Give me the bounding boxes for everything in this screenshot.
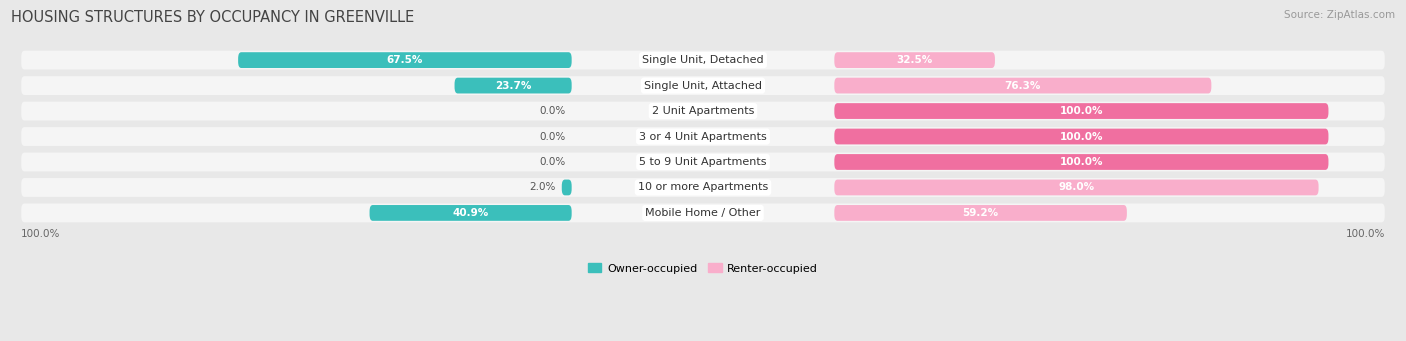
FancyBboxPatch shape: [21, 204, 1385, 222]
FancyBboxPatch shape: [834, 52, 995, 68]
Text: HOUSING STRUCTURES BY OCCUPANCY IN GREENVILLE: HOUSING STRUCTURES BY OCCUPANCY IN GREEN…: [11, 10, 415, 25]
Text: 59.2%: 59.2%: [963, 208, 998, 218]
FancyBboxPatch shape: [21, 152, 1385, 172]
FancyBboxPatch shape: [834, 129, 1329, 145]
FancyBboxPatch shape: [834, 205, 1126, 221]
Text: 40.9%: 40.9%: [453, 208, 489, 218]
FancyBboxPatch shape: [21, 51, 1385, 70]
Text: 5 to 9 Unit Apartments: 5 to 9 Unit Apartments: [640, 157, 766, 167]
FancyBboxPatch shape: [834, 180, 1319, 195]
Text: 0.0%: 0.0%: [538, 106, 565, 116]
Text: 0.0%: 0.0%: [538, 132, 565, 142]
Text: 98.0%: 98.0%: [1059, 182, 1094, 192]
Text: Single Unit, Attached: Single Unit, Attached: [644, 80, 762, 91]
FancyBboxPatch shape: [562, 180, 572, 195]
FancyBboxPatch shape: [21, 178, 1385, 197]
FancyBboxPatch shape: [834, 154, 1329, 170]
FancyBboxPatch shape: [834, 103, 1329, 119]
FancyBboxPatch shape: [454, 78, 572, 93]
Text: 23.7%: 23.7%: [495, 80, 531, 91]
Text: Source: ZipAtlas.com: Source: ZipAtlas.com: [1284, 10, 1395, 20]
Text: 2 Unit Apartments: 2 Unit Apartments: [652, 106, 754, 116]
Text: 10 or more Apartments: 10 or more Apartments: [638, 182, 768, 192]
Text: 100.0%: 100.0%: [1060, 157, 1104, 167]
Text: Single Unit, Detached: Single Unit, Detached: [643, 55, 763, 65]
Text: Mobile Home / Other: Mobile Home / Other: [645, 208, 761, 218]
Text: 0.0%: 0.0%: [538, 157, 565, 167]
Text: 3 or 4 Unit Apartments: 3 or 4 Unit Apartments: [640, 132, 766, 142]
Text: 67.5%: 67.5%: [387, 55, 423, 65]
FancyBboxPatch shape: [370, 205, 572, 221]
Text: 100.0%: 100.0%: [1060, 106, 1104, 116]
FancyBboxPatch shape: [21, 76, 1385, 95]
Legend: Owner-occupied, Renter-occupied: Owner-occupied, Renter-occupied: [583, 258, 823, 278]
FancyBboxPatch shape: [21, 127, 1385, 146]
Text: 100.0%: 100.0%: [1346, 229, 1385, 239]
Text: 76.3%: 76.3%: [1005, 80, 1040, 91]
FancyBboxPatch shape: [238, 52, 572, 68]
Text: 2.0%: 2.0%: [529, 182, 555, 192]
Text: 100.0%: 100.0%: [1060, 132, 1104, 142]
FancyBboxPatch shape: [834, 78, 1212, 93]
Text: 32.5%: 32.5%: [897, 55, 932, 65]
FancyBboxPatch shape: [21, 102, 1385, 120]
Text: 100.0%: 100.0%: [21, 229, 60, 239]
